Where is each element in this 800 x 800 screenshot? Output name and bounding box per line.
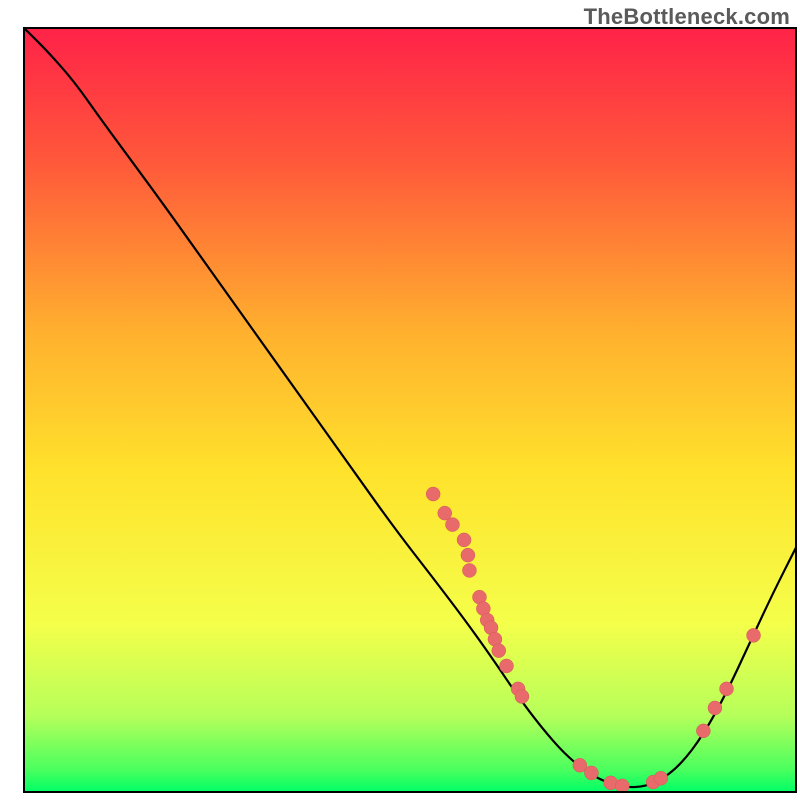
data-marker — [696, 724, 710, 738]
data-marker — [462, 563, 476, 577]
data-marker — [654, 771, 668, 785]
data-marker — [445, 518, 459, 532]
data-marker — [461, 548, 475, 562]
data-marker — [426, 487, 440, 501]
bottleneck-curve-chart — [0, 0, 800, 800]
watermark-text: TheBottleneck.com — [584, 4, 790, 30]
data-marker — [515, 690, 529, 704]
data-marker — [492, 644, 506, 658]
data-marker — [615, 779, 629, 793]
data-marker — [720, 682, 734, 696]
data-marker — [500, 659, 514, 673]
gradient-background — [24, 28, 796, 792]
chart-container: TheBottleneck.com — [0, 0, 800, 800]
data-marker — [584, 766, 598, 780]
data-marker — [457, 533, 471, 547]
data-marker — [708, 701, 722, 715]
data-marker — [747, 628, 761, 642]
